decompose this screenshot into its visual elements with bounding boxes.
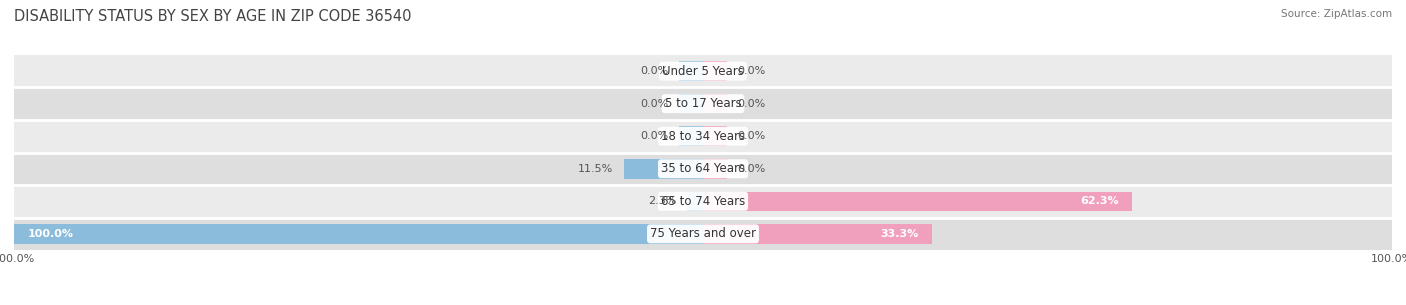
- Bar: [703, 224, 932, 244]
- Text: 35 to 64 Years: 35 to 64 Years: [661, 162, 745, 175]
- Bar: [679, 61, 703, 81]
- Bar: [703, 127, 727, 146]
- Bar: [14, 55, 1392, 88]
- Bar: [688, 192, 703, 211]
- Text: Source: ZipAtlas.com: Source: ZipAtlas.com: [1281, 9, 1392, 19]
- Text: 0.0%: 0.0%: [640, 99, 669, 109]
- Text: 0.0%: 0.0%: [738, 131, 766, 141]
- Bar: [703, 94, 727, 113]
- Text: 5 to 17 Years: 5 to 17 Years: [665, 97, 741, 110]
- Text: 33.3%: 33.3%: [880, 229, 918, 239]
- Bar: [14, 224, 703, 244]
- Bar: [679, 94, 703, 113]
- Text: 2.3%: 2.3%: [648, 196, 676, 206]
- Text: 0.0%: 0.0%: [738, 164, 766, 174]
- Text: 62.3%: 62.3%: [1080, 196, 1118, 206]
- Bar: [703, 159, 727, 178]
- Bar: [624, 159, 703, 178]
- Bar: [14, 217, 1392, 250]
- Text: 0.0%: 0.0%: [640, 131, 669, 141]
- Text: 65 to 74 Years: 65 to 74 Years: [661, 195, 745, 208]
- Text: 18 to 34 Years: 18 to 34 Years: [661, 130, 745, 143]
- Bar: [703, 61, 727, 81]
- Text: 0.0%: 0.0%: [738, 99, 766, 109]
- Bar: [14, 152, 1392, 185]
- Text: 75 Years and over: 75 Years and over: [650, 227, 756, 240]
- Text: 100.0%: 100.0%: [28, 229, 75, 239]
- Text: Under 5 Years: Under 5 Years: [662, 65, 744, 78]
- Text: DISABILITY STATUS BY SEX BY AGE IN ZIP CODE 36540: DISABILITY STATUS BY SEX BY AGE IN ZIP C…: [14, 9, 412, 24]
- Text: 11.5%: 11.5%: [578, 164, 613, 174]
- Text: 0.0%: 0.0%: [738, 66, 766, 76]
- Bar: [14, 185, 1392, 217]
- Bar: [679, 127, 703, 146]
- Bar: [703, 192, 1132, 211]
- Bar: [14, 120, 1392, 152]
- Bar: [14, 88, 1392, 120]
- Text: 0.0%: 0.0%: [640, 66, 669, 76]
